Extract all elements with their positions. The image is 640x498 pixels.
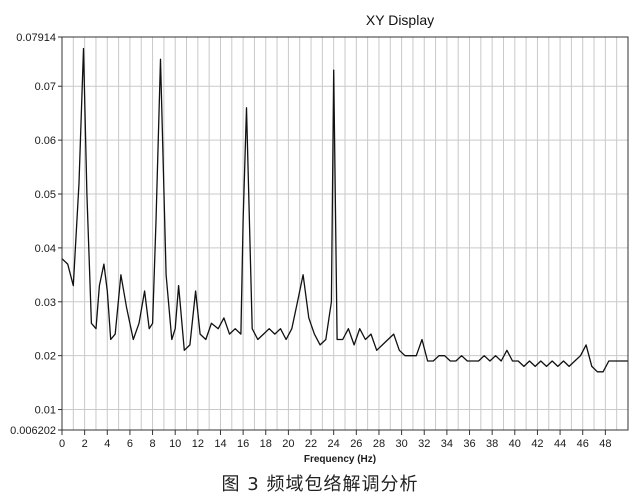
x-tick-label: 6 xyxy=(127,438,133,450)
x-tick-label: 12 xyxy=(192,438,204,450)
x-tick-label: 44 xyxy=(554,438,566,450)
figure-caption: 图 3 频域包络解调分析 xyxy=(221,474,419,495)
y-tick-label: 0.02 xyxy=(35,351,56,363)
y-tick-label: 0.006202 xyxy=(10,425,56,437)
x-tick-label: 34 xyxy=(441,438,453,450)
x-tick-label: 4 xyxy=(104,438,110,450)
x-tick-label: 40 xyxy=(509,438,521,450)
x-tick-label: 0 xyxy=(59,438,65,450)
x-tick-label: 10 xyxy=(169,438,181,450)
y-tick-label: 0.05 xyxy=(35,189,56,201)
axis-labels: 0 2 4 6 8 10 12 14 16 18 20 22 24 26 28 30 32 34 36 38 40 42 4… xyxy=(10,32,611,450)
y-tick-label: 0.07914 xyxy=(16,32,56,44)
x-tick-label: 32 xyxy=(418,438,430,450)
y-tick-label: 0.06 xyxy=(35,135,56,147)
grid-lines xyxy=(61,36,629,431)
x-tick-label: 14 xyxy=(214,438,226,450)
x-tick-label: 16 xyxy=(237,438,249,450)
x-tick-label: 46 xyxy=(577,438,589,450)
y-tick-label: 0.04 xyxy=(35,243,56,255)
x-tick-label: 24 xyxy=(328,438,340,450)
x-tick-label: 48 xyxy=(599,438,611,450)
x-tick-label: 28 xyxy=(373,438,385,450)
x-tick-label: 26 xyxy=(350,438,362,450)
plot-frame xyxy=(61,36,629,431)
x-tick-label: 2 xyxy=(82,438,88,450)
y-tick-label: 0.07 xyxy=(35,81,56,93)
x-tick-label: 30 xyxy=(395,438,407,450)
frequency-series-line xyxy=(61,47,628,373)
chart-title: XY Display xyxy=(366,12,434,28)
x-tick-label: 36 xyxy=(463,438,475,450)
x-axis-label: Frequency (Hz) xyxy=(304,454,376,465)
x-tick-label: 20 xyxy=(282,438,294,450)
x-tick-label: 38 xyxy=(486,438,498,450)
x-tick-label: 8 xyxy=(149,438,155,450)
x-tick-label: 22 xyxy=(305,438,317,450)
x-tick-label: 18 xyxy=(260,438,272,450)
y-tick-label: 0.03 xyxy=(35,297,56,309)
x-tick-label: 42 xyxy=(531,438,543,450)
y-tick-label: 0.01 xyxy=(35,405,56,417)
